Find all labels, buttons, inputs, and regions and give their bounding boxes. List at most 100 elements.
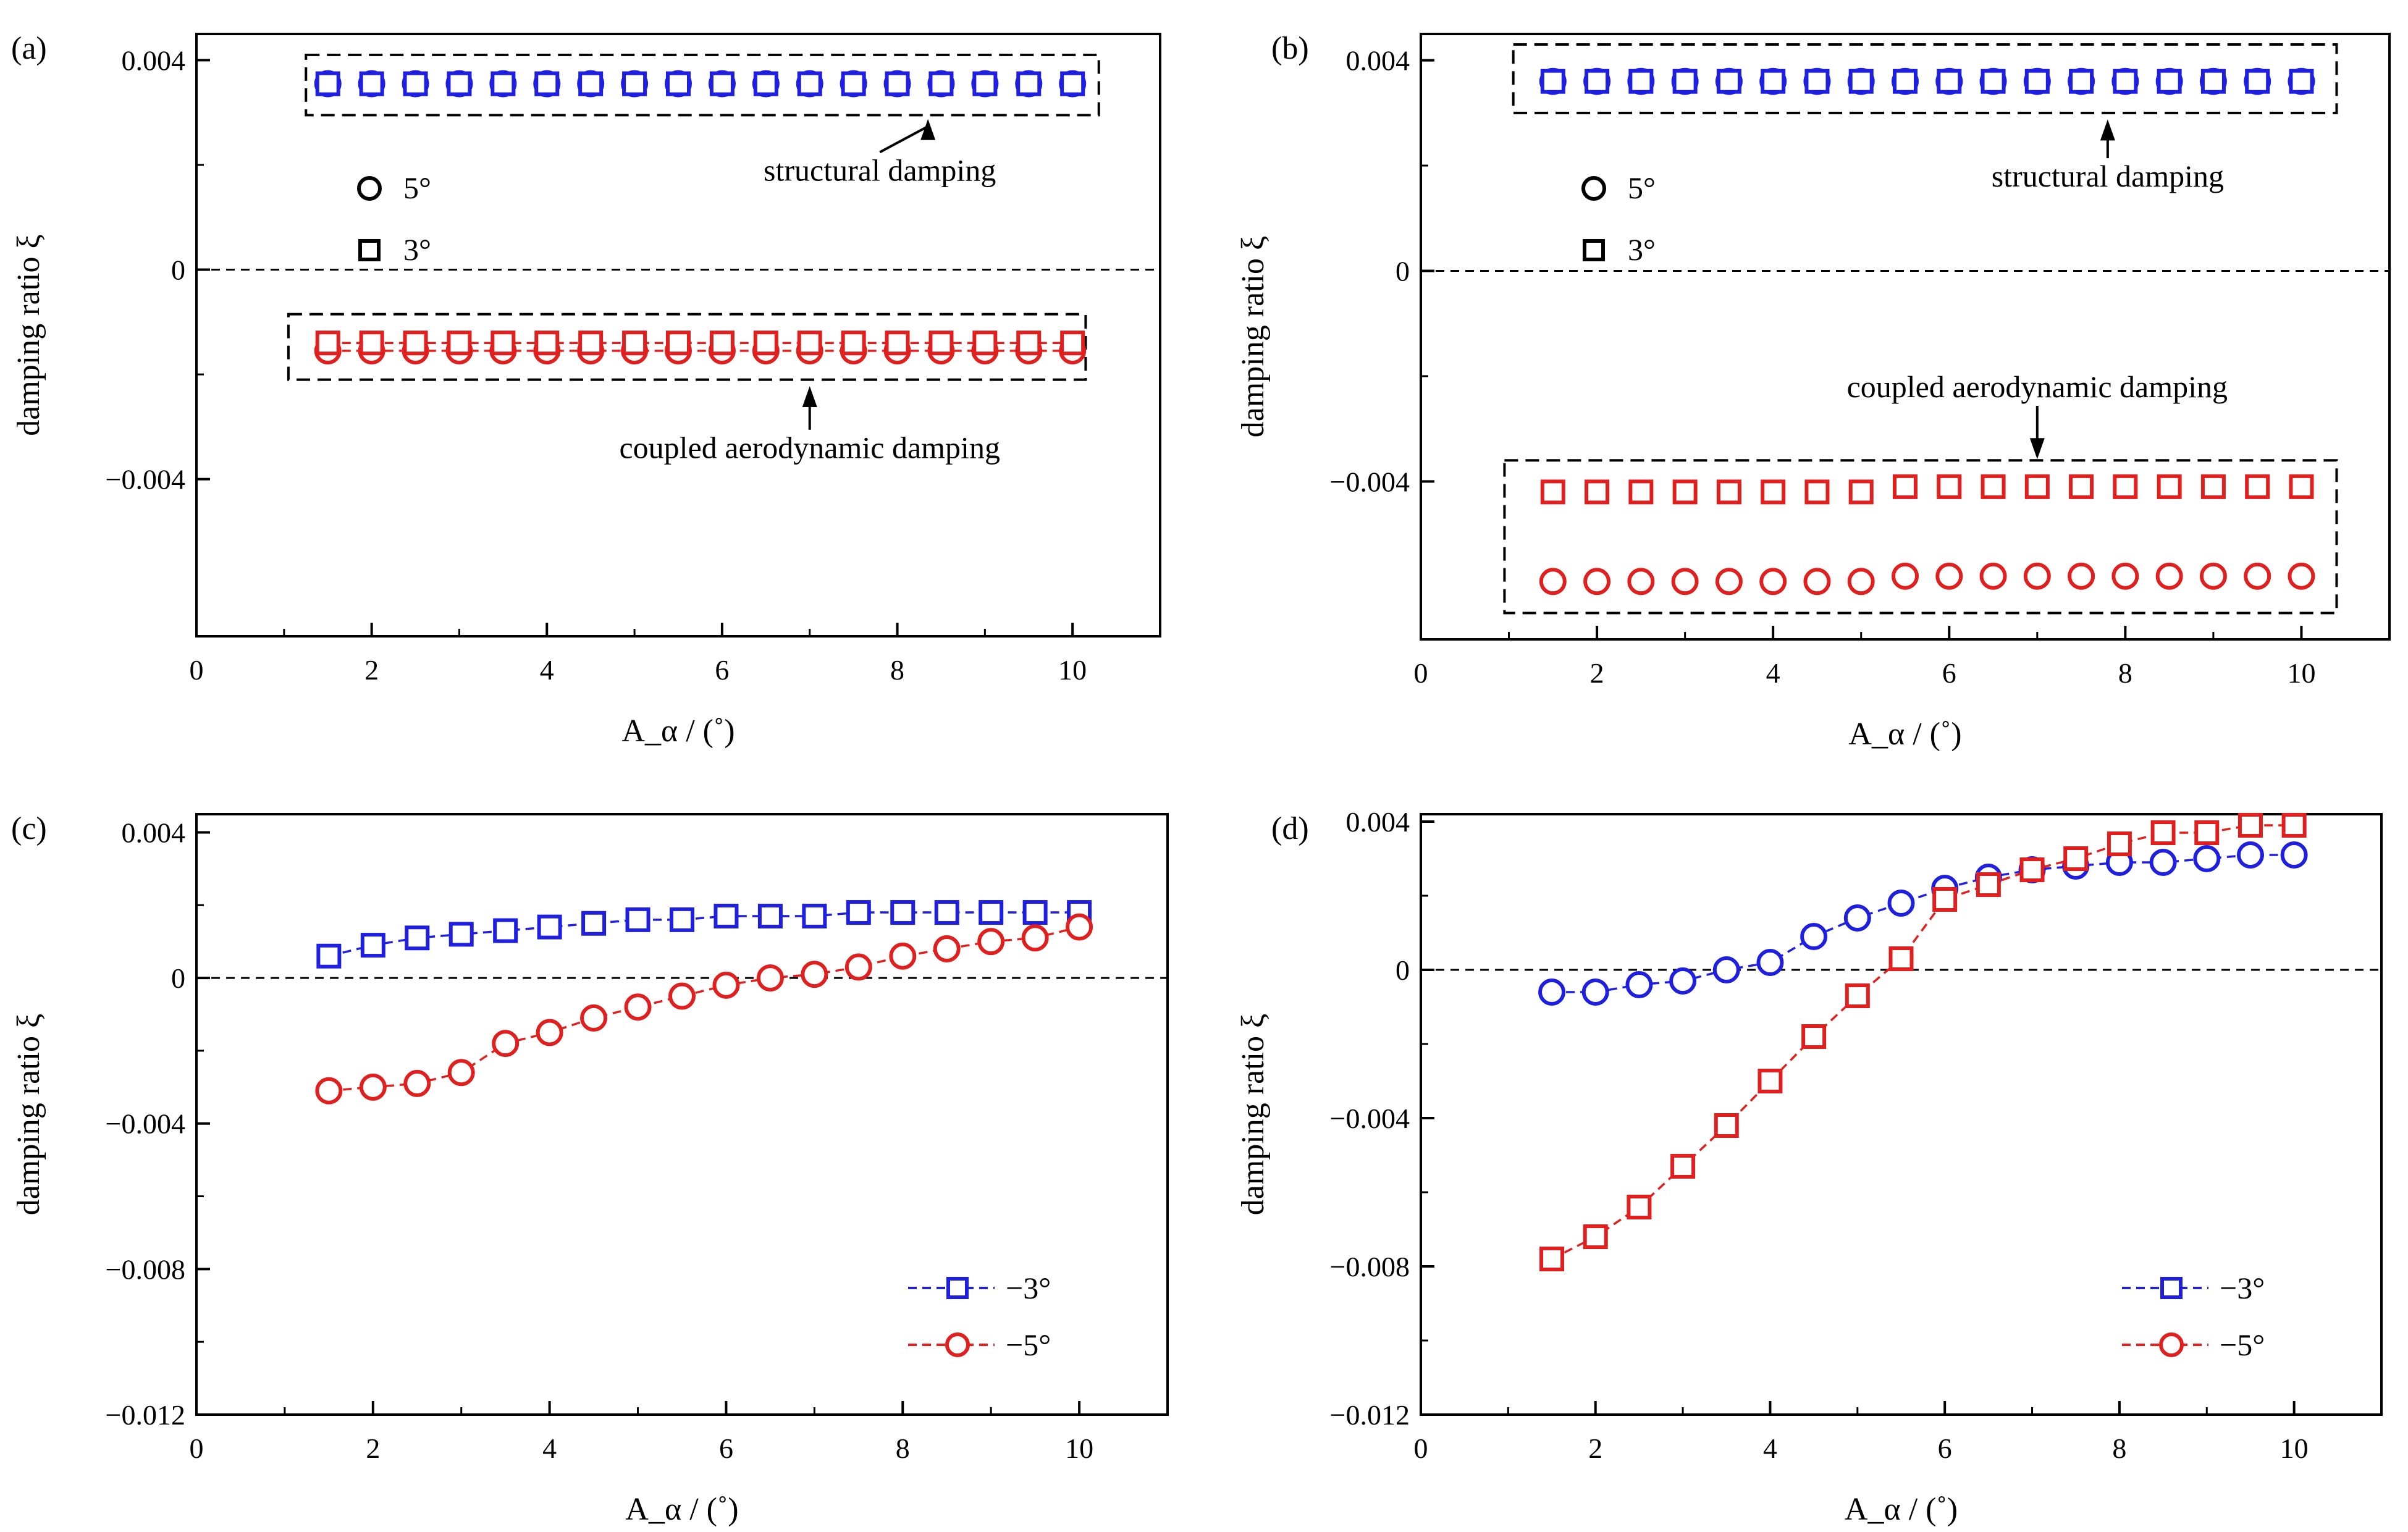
data-point — [1060, 71, 1085, 96]
dashed-group-box — [1512, 43, 2338, 114]
data-point — [580, 1004, 608, 1032]
data-point — [490, 330, 516, 356]
legend-marker — [2159, 1332, 2184, 1357]
x-tick-label: 2 — [1588, 1433, 1602, 1464]
data-point — [1712, 956, 1740, 983]
data-point — [797, 71, 822, 96]
data-point — [753, 71, 778, 96]
data-point — [801, 961, 828, 988]
x-tick-label: 10 — [1065, 1433, 1093, 1464]
data-point — [714, 903, 739, 928]
data-point — [666, 71, 691, 96]
data-point — [666, 330, 691, 356]
data-point — [493, 918, 518, 943]
annotation-arrow-head — [802, 386, 817, 408]
legend-label: 5° — [1628, 170, 1656, 205]
x-tick-label: 2 — [364, 654, 379, 686]
data-point — [1672, 479, 1698, 505]
y-axis-title: damping ratio ξ — [11, 1014, 46, 1215]
data-point — [2113, 474, 2138, 499]
data-point — [1758, 1069, 1783, 1093]
y-tick-label: −0.008 — [106, 1253, 185, 1285]
data-point — [1581, 979, 1609, 1006]
panel-label: (d) — [1271, 811, 1309, 846]
data-point — [1979, 562, 2007, 590]
x-tick-label: 8 — [890, 654, 904, 686]
panel-label: (a) — [11, 31, 47, 66]
data-point — [1716, 479, 1741, 505]
data-point — [1540, 69, 1565, 94]
data-point — [1761, 479, 1786, 505]
data-point — [1761, 69, 1786, 94]
x-tick-label: 2 — [366, 1433, 380, 1464]
data-point — [841, 330, 866, 356]
data-point — [578, 330, 604, 356]
data-point — [2113, 69, 2138, 94]
data-point — [1627, 1195, 1652, 1219]
data-point — [1585, 69, 1610, 94]
legend-label: 5° — [403, 170, 431, 205]
legend-marker — [358, 239, 381, 261]
data-point — [405, 925, 430, 951]
data-series — [316, 900, 1092, 969]
data-point — [1892, 562, 1919, 590]
data-point — [1893, 474, 1918, 499]
data-point — [2244, 562, 2271, 590]
data-point — [1671, 568, 1699, 596]
data-point — [2193, 845, 2221, 872]
plot-frame — [1420, 813, 2383, 1416]
x-axis-title: A_α / (˚) — [621, 713, 735, 749]
annotation: coupled aerodynamic damping — [619, 386, 1000, 465]
data-series — [315, 71, 1085, 96]
x-tick-label: 6 — [1942, 657, 1956, 689]
data-point — [1847, 568, 1875, 596]
series-line — [1552, 854, 2294, 993]
legend: −3° −5° — [2122, 1271, 2265, 1362]
x-axis-title: A_α / (˚) — [1845, 1492, 1958, 1527]
data-point — [933, 935, 961, 962]
data-point — [2238, 813, 2263, 838]
dashed-group-box — [287, 313, 1087, 381]
data-point — [359, 330, 384, 356]
y-tick-label: −0.004 — [106, 464, 185, 495]
data-point — [1628, 479, 1654, 505]
data-point — [359, 1073, 387, 1101]
data-point — [2069, 69, 2094, 94]
data-point — [757, 903, 783, 928]
data-point — [1022, 900, 1048, 925]
data-point — [2245, 474, 2270, 499]
x-tick-label: 6 — [715, 654, 729, 686]
data-point — [2200, 69, 2226, 94]
data-point — [315, 1077, 343, 1105]
y-tick-label: −0.012 — [1330, 1399, 1410, 1431]
data-point — [2111, 562, 2139, 590]
data-point — [1848, 69, 1874, 94]
data-point — [1066, 913, 1093, 941]
legend-marker — [2160, 1277, 2183, 1299]
data-point — [1539, 1247, 1565, 1271]
x-tick-label: 0 — [190, 654, 204, 686]
data-point — [2023, 562, 2051, 590]
y-tick-label: −0.008 — [1330, 1251, 1410, 1282]
y-tick-label: −0.012 — [106, 1399, 185, 1431]
chart-panel-1: (a) 0 2 4 6 8 10 0.004 0 −0.004 A_α / (˚) damping r… — [11, 31, 1161, 749]
data-point — [622, 330, 647, 356]
x-tick-label: 8 — [2112, 1433, 2126, 1464]
data-point — [447, 1059, 475, 1087]
plot-frame — [195, 813, 1169, 1416]
y-tick-label: 0.004 — [122, 817, 186, 848]
data-series — [1539, 562, 2315, 596]
legend-marker — [1583, 239, 1605, 261]
annotation: structural damping — [764, 119, 996, 187]
data-point — [534, 71, 560, 96]
data-point — [315, 71, 340, 96]
data-point — [841, 71, 866, 96]
x-tick-label: 10 — [1058, 654, 1087, 686]
y-tick-label: 0.004 — [1346, 45, 1410, 77]
data-point — [2289, 69, 2314, 94]
data-point — [2068, 562, 2095, 590]
data-series — [1540, 474, 2314, 505]
data-point — [756, 964, 784, 992]
data-point — [934, 900, 959, 925]
data-point — [490, 71, 516, 96]
